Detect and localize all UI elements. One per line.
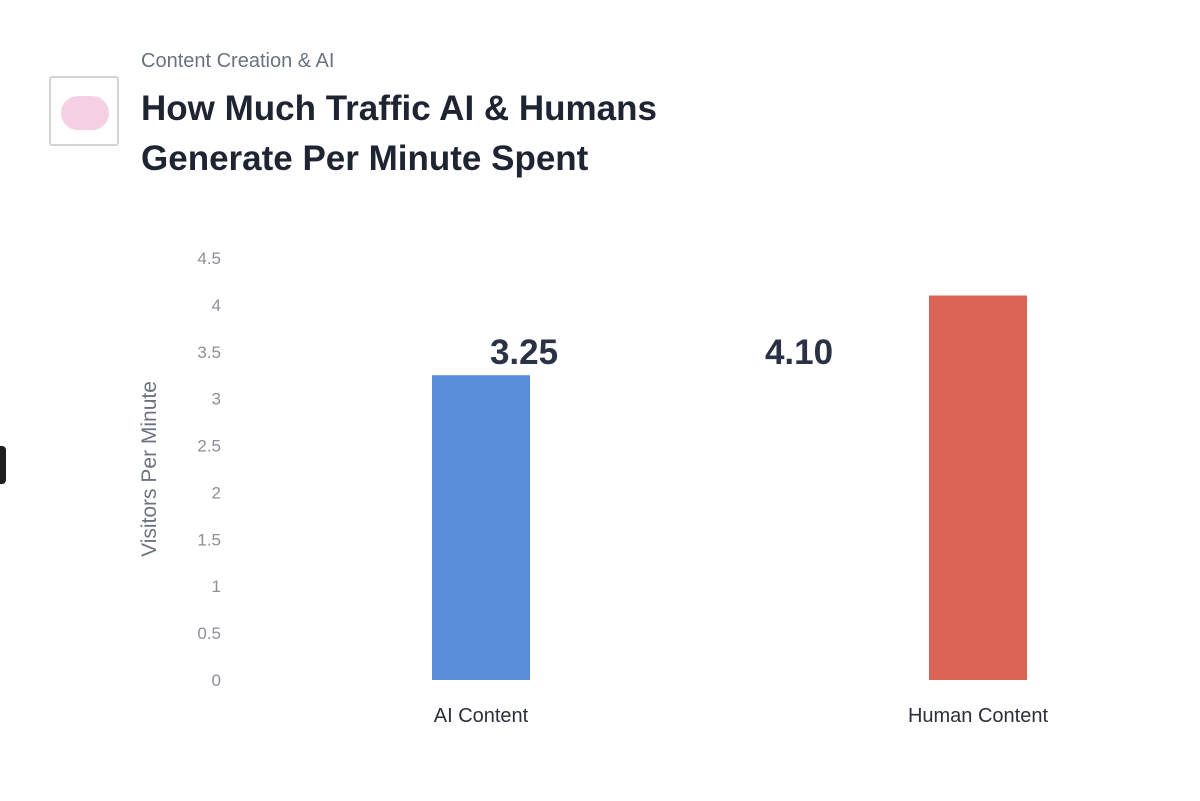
bar-human-content[interactable] bbox=[929, 295, 1027, 680]
y-tick-label: 2 bbox=[212, 483, 221, 502]
y-tick-label: 4.5 bbox=[197, 249, 221, 268]
category-eyebrow: Content Creation & AI bbox=[141, 50, 335, 72]
bar-ai-content[interactable] bbox=[432, 375, 530, 680]
side-handle[interactable] bbox=[0, 446, 6, 484]
logo-icon bbox=[49, 76, 119, 146]
y-tick-label: 3.5 bbox=[197, 343, 221, 362]
y-tick-label: 1.5 bbox=[197, 530, 221, 549]
y-tick-label: 0 bbox=[212, 671, 221, 690]
logo-pill bbox=[61, 96, 109, 130]
data-label: 4.10 bbox=[765, 333, 833, 372]
y-tick-label: 0.5 bbox=[197, 624, 221, 643]
x-category-label: Human Content bbox=[908, 705, 1049, 727]
y-tick-label: 2.5 bbox=[197, 437, 221, 456]
y-tick-label: 4 bbox=[212, 296, 221, 315]
y-tick-label: 1 bbox=[212, 577, 221, 596]
data-label: 3.25 bbox=[490, 333, 558, 372]
y-tick-label: 3 bbox=[212, 390, 221, 409]
page-title: How Much Traffic AI & Humans Generate Pe… bbox=[141, 89, 657, 178]
y-axis-title: Visitors Per Minute bbox=[138, 381, 161, 557]
x-category-label: AI Content bbox=[434, 705, 529, 727]
